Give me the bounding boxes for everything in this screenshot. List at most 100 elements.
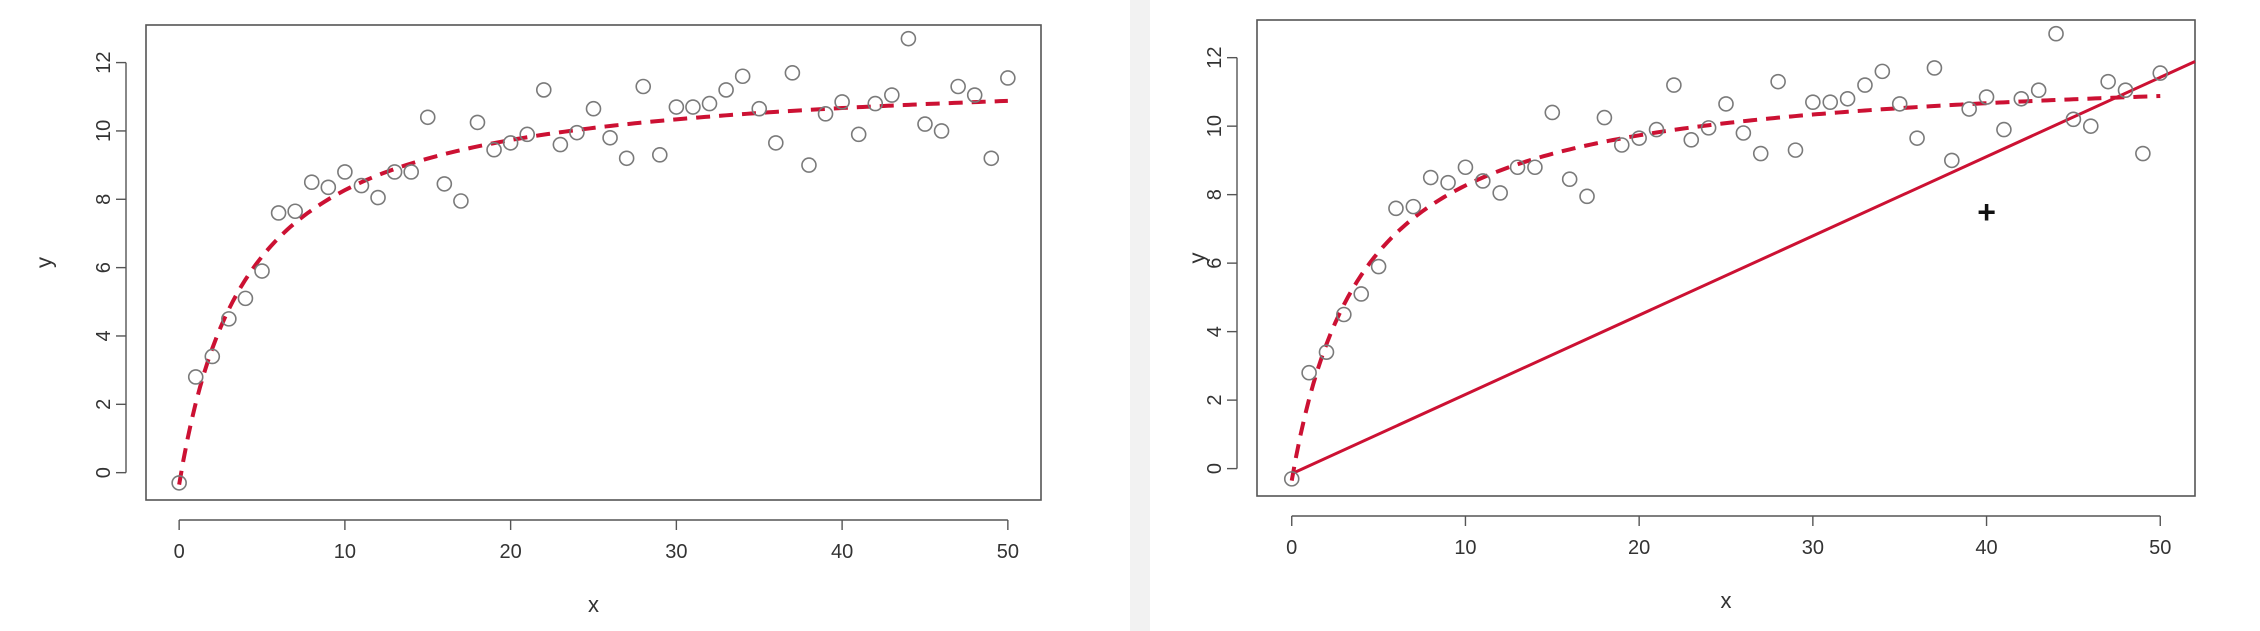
data-point — [1909, 130, 1925, 146]
data-point — [1509, 159, 1526, 176]
data-point — [469, 114, 486, 131]
data-point — [685, 99, 701, 115]
data-point — [734, 68, 751, 85]
data-point — [884, 87, 900, 103]
data-point — [1561, 171, 1578, 188]
x-tick-label: 30 — [665, 541, 687, 563]
data-point — [187, 369, 204, 385]
data-point — [2135, 145, 2151, 162]
data-point — [1891, 96, 1908, 112]
data-point — [254, 263, 270, 279]
data-point — [320, 179, 337, 196]
data-point — [1613, 137, 1630, 153]
data-point — [1961, 101, 1977, 117]
data-point — [1631, 130, 1647, 146]
data-point — [1457, 159, 1474, 176]
fitted-curve-dashed — [1289, 94, 2161, 481]
data-point — [1596, 109, 1613, 126]
data-point — [668, 99, 685, 115]
data-point — [1579, 188, 1595, 205]
data-point — [436, 176, 453, 192]
y-tick-label: 0 — [1204, 463, 1226, 474]
data-point — [701, 95, 718, 112]
y-axis-label: y — [1185, 253, 1210, 264]
x-axis-label: x — [588, 592, 599, 617]
y-tick-label: 8 — [1204, 189, 1226, 200]
data-point — [552, 136, 569, 153]
data-point — [2065, 111, 2082, 128]
y-tick-label: 10 — [1204, 115, 1226, 137]
data-point — [403, 164, 419, 180]
left-chart-panel: 0 10 20 30 40 50 0 2 4 6 8 10 12 x y — [31, 24, 1042, 617]
data-point — [867, 95, 884, 112]
x-axis-label: x — [1721, 588, 1732, 613]
x-tick-label: 0 — [1286, 537, 1297, 559]
x-tick-label: 10 — [334, 541, 356, 563]
data-point — [2030, 82, 2047, 99]
data-point — [2100, 73, 2116, 90]
x-tick-label: 0 — [174, 541, 185, 563]
data-point — [386, 164, 403, 180]
data-point — [618, 150, 635, 167]
data-point — [370, 189, 386, 206]
data-point — [569, 124, 585, 141]
data-point — [2013, 90, 2030, 107]
data-point — [1301, 364, 1317, 381]
data-point — [850, 126, 867, 143]
data-point — [1978, 89, 1995, 105]
data-point — [718, 82, 734, 98]
data-point — [585, 100, 602, 117]
data-point — [303, 174, 320, 190]
data-point — [519, 126, 536, 143]
y-tick-label: 10 — [93, 120, 115, 142]
x-tick-label: 10 — [1454, 537, 1476, 559]
data-point — [204, 348, 221, 365]
y-tick-label: 12 — [1204, 47, 1226, 69]
y-tick-label: 8 — [93, 194, 115, 205]
data-point — [535, 82, 552, 98]
data-point — [502, 135, 519, 151]
x-tick-label: 40 — [1975, 537, 1997, 559]
data-point — [1283, 471, 1300, 487]
right-scatter-chart: 0 10 20 30 40 50 0 2 4 6 8 10 12 x y + — [1185, 19, 2196, 613]
y-tick-label: 6 — [93, 262, 115, 273]
data-point — [1336, 306, 1352, 323]
data-point — [784, 65, 801, 81]
panel-divider — [1130, 0, 1150, 631]
data-point — [635, 78, 652, 95]
y-tick-label: 0 — [93, 467, 115, 478]
data-point — [1874, 63, 1891, 80]
data-point — [1353, 286, 1370, 302]
data-point — [337, 164, 353, 180]
x-tick-label: 40 — [831, 541, 853, 563]
data-point — [419, 109, 436, 126]
data-point — [817, 106, 834, 122]
crosshair-cursor-icon: + — [1977, 194, 1996, 230]
data-point — [1770, 73, 1786, 90]
fitted-curve-dashed — [177, 98, 1008, 485]
x-tick-label: 20 — [500, 541, 522, 563]
data-point — [486, 141, 502, 158]
data-point — [1405, 198, 1422, 215]
data-point — [801, 157, 817, 173]
data-point — [453, 193, 469, 209]
data-point — [834, 94, 850, 110]
y-tick-label: 2 — [1204, 395, 1226, 406]
y-tick-label: 4 — [93, 330, 115, 341]
data-point — [353, 177, 370, 194]
y-tick-label: 6 — [1204, 258, 1226, 269]
data-point — [1752, 145, 1769, 162]
data-point — [950, 78, 966, 95]
data-point — [1648, 121, 1665, 138]
data-point — [1422, 169, 1439, 186]
data-point — [1370, 258, 1387, 275]
data-point — [221, 311, 237, 327]
data-point — [1527, 159, 1543, 176]
data-point — [1683, 132, 1700, 148]
data-point — [287, 203, 303, 220]
data-point — [966, 87, 983, 103]
plot-frame — [1256, 19, 2196, 497]
left-scatter-chart: 0 10 20 30 40 50 0 2 4 6 8 10 12 x y — [32, 24, 1042, 617]
data-point — [2048, 25, 2064, 42]
data-point — [1544, 104, 1561, 121]
